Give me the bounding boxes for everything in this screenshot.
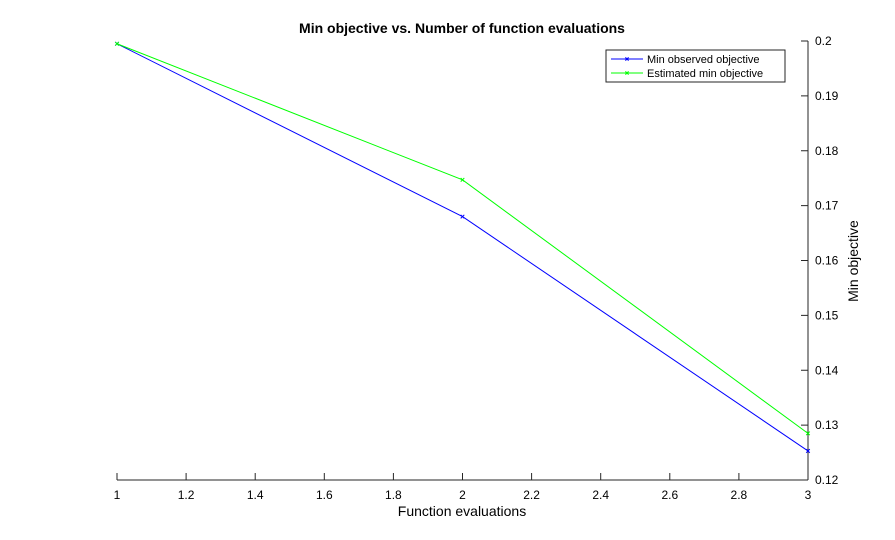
chart-title: Min objective vs. Number of function eva… [299,20,625,36]
x-tick-label: 2 [459,488,466,502]
y-tick-label: 0.16 [815,254,839,268]
y-tick-label: 0.18 [815,144,839,158]
x-tick-label: 2.6 [661,488,678,502]
legend-marker [625,71,629,75]
data-point [805,431,811,436]
legend-marker [625,57,629,61]
legend-box [605,49,786,83]
x-tick-label: 2.8 [731,488,748,502]
y-tick-label: 0.2 [815,34,832,48]
data-point [114,41,120,46]
x-tick-label: 2.2 [523,488,540,502]
x-tick-label: 1.2 [178,488,195,502]
x-tick-label: 1.6 [316,488,333,502]
y-tick-label: 0.12 [815,473,839,487]
series-group [114,41,811,454]
x-tick-label: 2.4 [592,488,609,502]
y-tick-label: 0.14 [815,363,839,377]
legend-label: Min observed objective [647,54,760,66]
y-tick-label: 0.17 [815,199,839,213]
legend-label: Estimated min objective [647,68,763,80]
y-tick-label: 0.15 [815,308,839,322]
x-axis-label: Function evaluations [398,503,526,519]
data-point [805,448,811,454]
y-axis-label: Min objective [845,220,861,302]
x-tick-label: 1.8 [385,488,402,502]
legend: Min observed objective Estimated min obje… [605,49,786,83]
x-tick-label: 3 [805,488,812,502]
data-point [460,214,465,219]
data-point [460,177,465,182]
x-tick-label: 1 [114,488,121,502]
y-tick-label: 0.19 [815,89,839,103]
y-tick-label: 0.13 [815,418,839,432]
axes: 1 1.2 1.4 1.6 1.8 2 2.2 2.4 2.6 2.8 30.12 0.13 0.14 0… [114,34,839,502]
x-tick-label: 1.4 [247,488,264,502]
